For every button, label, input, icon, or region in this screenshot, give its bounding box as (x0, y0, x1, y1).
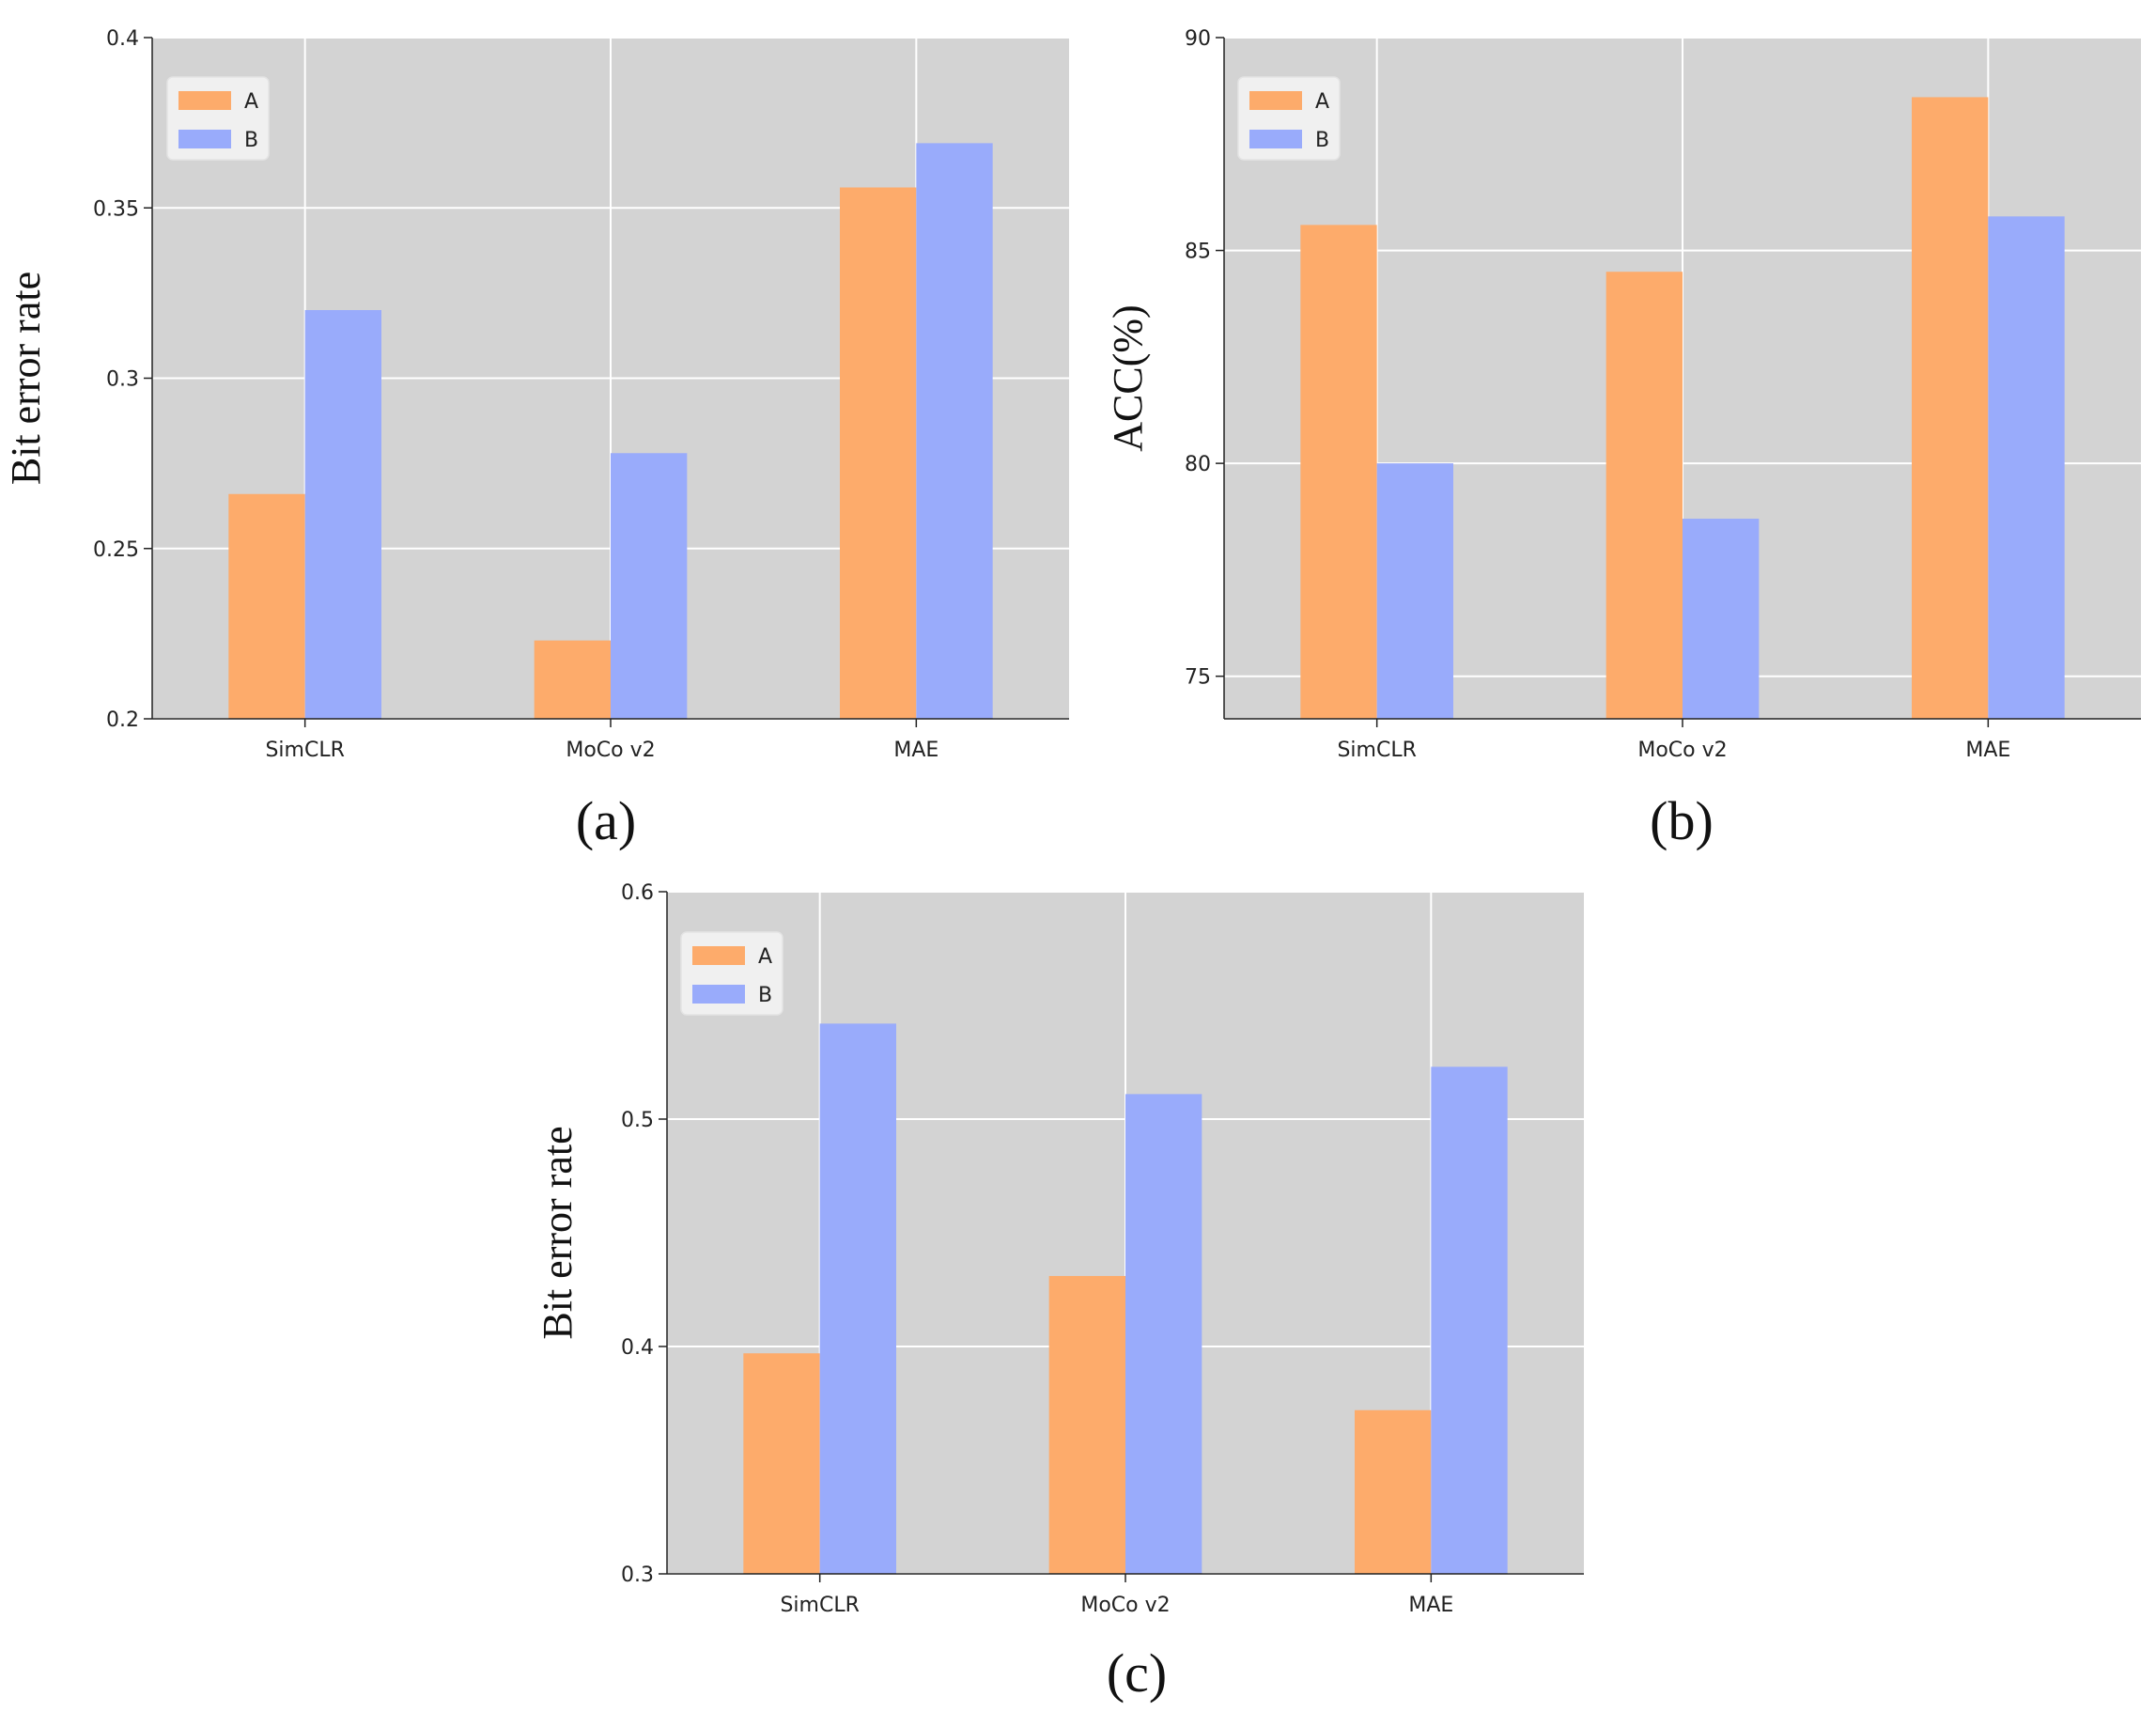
legend-label-a: A (1315, 90, 1329, 114)
bar-simclr-a (1300, 225, 1377, 719)
panel-caption: (a) (576, 790, 636, 851)
y-axis-label: Bit error rate (535, 1126, 581, 1339)
y-tick-label: 0.35 (93, 197, 139, 221)
y-tick-label: 0.5 (621, 1109, 654, 1132)
legend-label-a: A (244, 90, 258, 114)
y-tick-label: 75 (1185, 666, 1211, 690)
bar-simclr-b (304, 310, 381, 719)
x-tick-label: SimCLR (1337, 739, 1416, 762)
bar-moco-v2-a (1605, 272, 1683, 719)
y-tick-label: 0.4 (621, 1336, 654, 1360)
bar-simclr-a (228, 493, 305, 719)
bar-moco-v2-a (1048, 1275, 1125, 1574)
legend-swatch-b (692, 985, 745, 1004)
y-tick-label: 0.4 (106, 27, 139, 51)
legend-label-b: B (244, 129, 258, 152)
bar-moco-v2-b (1125, 1094, 1202, 1574)
chart-b: 75 80 85 90 SimCLR MoCo v2 MAE ACC(%) AB (b) (1105, 27, 2141, 851)
chart-c: 0.3 0.4 0.5 0.6 SimCLR MoCo v2 MAE Bit error ra… (535, 881, 1584, 1704)
legend-swatch-b (178, 130, 231, 148)
legend-swatch-b (1249, 130, 1302, 148)
y-tick-label: 0.3 (621, 1564, 654, 1587)
legend: AB (1237, 76, 1341, 161)
y-tick-label: 0.3 (106, 368, 139, 392)
legend: AB (680, 931, 783, 1016)
bar-mae-a (1912, 97, 1989, 719)
x-tick-label: MoCo v2 (1637, 739, 1727, 762)
bar-mae-a (840, 187, 917, 719)
panel-caption: (b) (1650, 790, 1714, 851)
x-tick-label: MoCo v2 (1080, 1594, 1170, 1617)
legend: AB (166, 76, 270, 161)
bar-simclr-b (1376, 463, 1453, 719)
x-tick-label: MAE (1965, 739, 2010, 762)
y-tick-label: 90 (1185, 27, 1211, 51)
x-tick-label: MAE (893, 739, 938, 762)
bar-moco-v2-b (1683, 519, 1760, 719)
panel-caption: (c) (1107, 1642, 1167, 1704)
bar-mae-a (1355, 1409, 1432, 1574)
bar-mae-b (916, 143, 993, 719)
bar-mae-b (1988, 216, 2065, 719)
x-tick-label: SimCLR (780, 1594, 859, 1617)
x-tick-label: MAE (1408, 1594, 1453, 1617)
legend-swatch-a (1249, 91, 1302, 110)
bar-moco-v2-b (611, 453, 688, 719)
y-axis-label: ACC(%) (1105, 304, 1151, 451)
y-axis-label: Bit error rate (3, 272, 49, 485)
y-tick-label: 0.2 (106, 708, 139, 732)
legend-label-b: B (758, 984, 772, 1007)
legend-label-b: B (1315, 129, 1329, 152)
legend-swatch-a (692, 946, 745, 965)
y-tick-label: 80 (1185, 453, 1211, 476)
legend-label-a: A (758, 945, 772, 969)
bar-simclr-a (743, 1353, 820, 1574)
x-tick-label: MoCo v2 (566, 739, 655, 762)
chart-a: 0.2 0.25 0.3 0.35 0.4 SimCLR MoCo v2 MAE Bit err… (3, 27, 1069, 851)
y-tick-label: 0.25 (93, 538, 139, 562)
legend-swatch-a (178, 91, 231, 110)
bar-mae-b (1431, 1066, 1508, 1574)
bar-moco-v2-a (534, 640, 611, 719)
y-tick-label: 85 (1185, 241, 1211, 264)
x-tick-label: SimCLR (265, 739, 344, 762)
y-tick-label: 0.6 (621, 881, 654, 905)
bar-simclr-b (819, 1023, 896, 1574)
